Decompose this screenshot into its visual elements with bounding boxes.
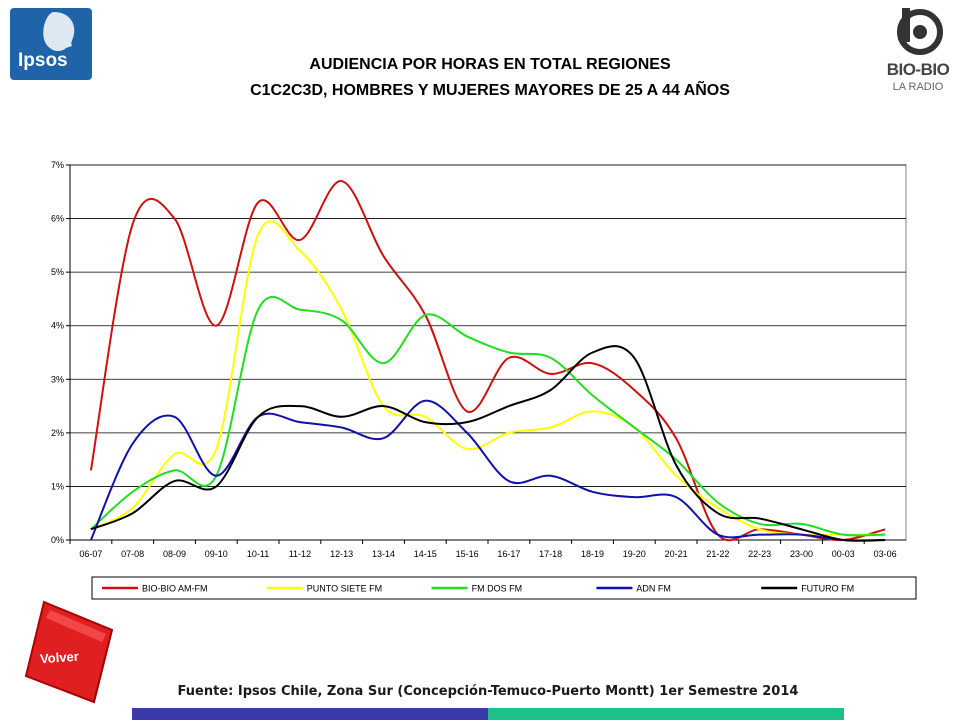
line-chart: 0% 1% 2% 3% 4% 5% 6% 7% 06-07 07-08 08-09 09-10 10-1… <box>51 160 917 600</box>
legend-entry: PUNTO SIETE FM <box>307 584 382 594</box>
biobio-symbol-icon <box>897 8 943 55</box>
series-line-3 <box>90 295 886 537</box>
x-tick-label: 08-09 <box>163 549 186 559</box>
x-tick-label: 20-21 <box>665 549 688 559</box>
y-tick-label: 2% <box>51 428 64 438</box>
y-tick-label: 7% <box>51 160 64 170</box>
y-tick-label: 1% <box>51 481 64 491</box>
x-tick-label: 00-03 <box>832 549 855 559</box>
x-tick-label: 21-22 <box>706 549 729 559</box>
y-tick-label: 6% <box>51 214 64 224</box>
legend-entry: BIO-BIO AM-FM <box>142 584 208 594</box>
footer-bar-green <box>488 708 844 720</box>
x-tick-label: 10-11 <box>247 549 269 559</box>
series-line-2 <box>90 220 886 537</box>
biobio-subtitle: LA RADIO <box>892 81 944 93</box>
x-tick-label: 17-18 <box>539 549 562 559</box>
y-tick-label: 0% <box>51 535 64 545</box>
volver-button[interactable]: Volver <box>22 600 114 704</box>
x-tick-label: 22-23 <box>748 549 771 559</box>
y-tick-label: 4% <box>51 321 64 331</box>
series-line-5 <box>90 345 886 542</box>
source-note: Fuente: Ipsos Chile, Zona Sur (Concepció… <box>177 684 799 699</box>
ipsos-logo: Ipsos <box>10 8 92 80</box>
x-tick-label: 15-16 <box>456 549 479 559</box>
volver-label: Volver <box>39 648 80 667</box>
x-tick-label: 18-19 <box>581 549 604 559</box>
series-line-4 <box>89 399 886 542</box>
x-tick-label: 19-20 <box>623 549 646 559</box>
x-tick-label: 16-17 <box>497 549 520 559</box>
biobio-name: BIO-BIO <box>886 60 950 79</box>
legend-entry: ADN FM <box>636 584 671 594</box>
x-tick-label: 13-14 <box>372 549 395 559</box>
series-line-1 <box>89 180 886 542</box>
x-tick-label: 06-07 <box>79 549 102 559</box>
y-tick-label: 3% <box>51 374 64 384</box>
chart-subtitle: C1C2C3D, HOMBRES Y MUJERES MAYORES DE 25… <box>250 82 730 99</box>
legend-box <box>91 576 917 600</box>
legend-entry: FM DOS FM <box>472 584 522 594</box>
biobio-logo: BIO-BIO LA RADIO <box>882 6 954 102</box>
x-tick-label: 09-10 <box>205 549 228 559</box>
x-tick-label: 12-13 <box>330 549 353 559</box>
x-tick-label: 07-08 <box>121 549 144 559</box>
x-tick-label: 03-06 <box>874 549 897 559</box>
x-tick-label: 11-12 <box>289 549 311 559</box>
volver-shape-icon <box>24 600 114 704</box>
ipsos-logo-text: Ipsos <box>18 50 68 71</box>
footer-bar-blue <box>132 708 488 720</box>
x-tick-label: 23-00 <box>790 549 813 559</box>
chart-title: AUDIENCIA POR HORAS EN TOTAL REGIONES <box>309 56 671 73</box>
legend-entry: FUTURO FM <box>801 584 854 594</box>
ipsos-head-icon <box>43 12 75 51</box>
x-tick-label: 14-15 <box>414 549 437 559</box>
plot-area <box>69 164 907 541</box>
y-tick-label: 5% <box>51 267 64 277</box>
